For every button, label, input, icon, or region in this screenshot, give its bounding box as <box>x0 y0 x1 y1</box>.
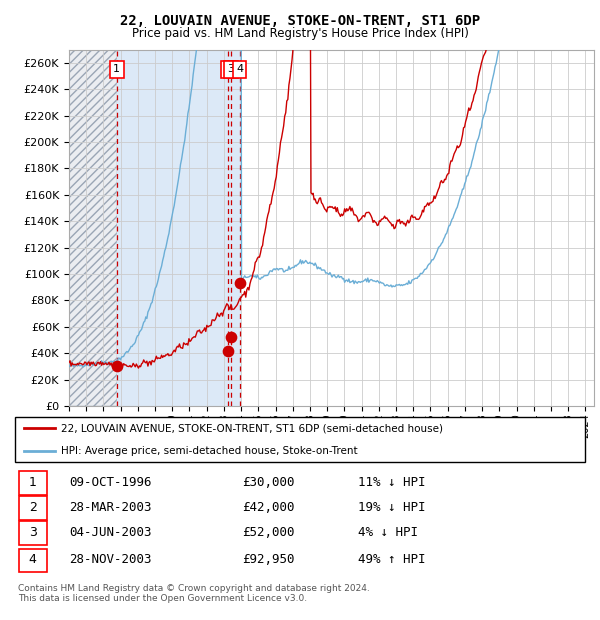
Text: HPI: Average price, semi-detached house, Stoke-on-Trent: HPI: Average price, semi-detached house,… <box>61 446 358 456</box>
Text: 1: 1 <box>113 64 120 74</box>
Text: 2: 2 <box>29 502 37 515</box>
Text: 19% ↓ HPI: 19% ↓ HPI <box>358 502 425 515</box>
FancyBboxPatch shape <box>19 521 47 545</box>
Point <box>226 332 236 342</box>
Text: 22, LOUVAIN AVENUE, STOKE-ON-TRENT, ST1 6DP (semi-detached house): 22, LOUVAIN AVENUE, STOKE-ON-TRENT, ST1 … <box>61 423 443 433</box>
Text: Price paid vs. HM Land Registry's House Price Index (HPI): Price paid vs. HM Land Registry's House … <box>131 27 469 40</box>
Text: 4% ↓ HPI: 4% ↓ HPI <box>358 526 418 539</box>
Text: 28-MAR-2003: 28-MAR-2003 <box>70 502 152 515</box>
FancyBboxPatch shape <box>15 417 584 462</box>
Text: 3: 3 <box>227 64 235 74</box>
Point <box>223 346 233 356</box>
Text: 1: 1 <box>29 476 37 489</box>
Text: 4: 4 <box>236 64 243 74</box>
Text: 22, LOUVAIN AVENUE, STOKE-ON-TRENT, ST1 6DP: 22, LOUVAIN AVENUE, STOKE-ON-TRENT, ST1 … <box>120 14 480 28</box>
Text: £92,950: £92,950 <box>242 554 295 567</box>
Text: Contains HM Land Registry data © Crown copyright and database right 2024.
This d: Contains HM Land Registry data © Crown c… <box>18 584 370 603</box>
Text: 2: 2 <box>224 64 232 74</box>
Text: £30,000: £30,000 <box>242 476 295 489</box>
Point <box>235 278 244 288</box>
FancyBboxPatch shape <box>19 549 47 572</box>
FancyBboxPatch shape <box>19 497 47 520</box>
FancyBboxPatch shape <box>19 471 47 495</box>
Text: 3: 3 <box>29 526 37 539</box>
Text: 09-OCT-1996: 09-OCT-1996 <box>70 476 152 489</box>
Text: £52,000: £52,000 <box>242 526 295 539</box>
Bar <box>117 50 239 406</box>
Text: 4: 4 <box>29 554 37 567</box>
Text: 49% ↑ HPI: 49% ↑ HPI <box>358 554 425 567</box>
Point <box>112 361 122 371</box>
Text: 04-JUN-2003: 04-JUN-2003 <box>70 526 152 539</box>
Text: £42,000: £42,000 <box>242 502 295 515</box>
Text: 28-NOV-2003: 28-NOV-2003 <box>70 554 152 567</box>
Text: 11% ↓ HPI: 11% ↓ HPI <box>358 476 425 489</box>
